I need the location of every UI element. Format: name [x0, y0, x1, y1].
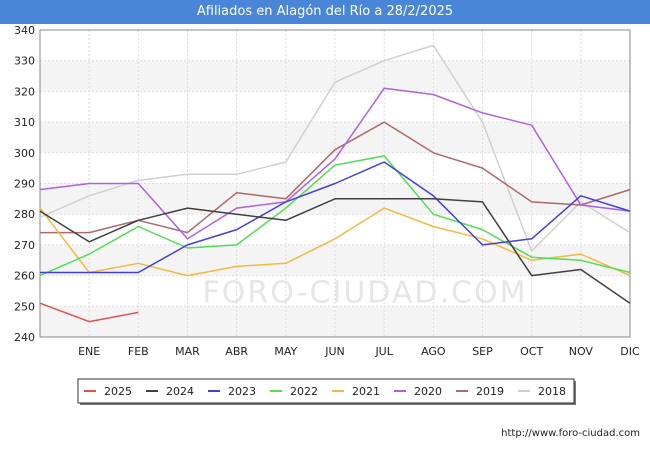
x-tick-label: AGO — [421, 345, 446, 358]
chart-title: Afiliados en Alagón del Río a 28/2/2025 — [0, 0, 650, 24]
legend-label-2023: 2023 — [228, 385, 256, 398]
legend-box — [77, 378, 575, 404]
series-line-2022 — [39, 155, 631, 277]
legend-label-2022: 2022 — [290, 385, 318, 398]
x-tick-label: NOV — [569, 345, 594, 358]
y-tick-label: 300 — [14, 147, 35, 160]
legend-label-2019: 2019 — [476, 385, 504, 398]
x-tick-label: DIC — [620, 345, 640, 358]
axes — [39, 29, 631, 338]
y-axis-tick-labels: 240 250 260 270 280 290 300 310 320 330 340 — [14, 24, 35, 344]
legend-label-2024: 2024 — [166, 385, 194, 398]
x-tick-label: ABR — [225, 345, 248, 358]
series-line-2023 — [40, 161, 631, 274]
series-line-2024 — [39, 198, 631, 304]
x-tick-label: SEP — [472, 345, 493, 358]
watermark-text: FORO-CIUDAD.COM — [203, 275, 528, 310]
y-tick-label: 270 — [14, 239, 35, 252]
series-line-2025 — [39, 302, 139, 323]
x-tick-label: MAR — [175, 345, 200, 358]
series-line-2018 — [39, 44, 631, 252]
series-line-2020 — [39, 87, 631, 240]
x-tick-label: OCT — [520, 345, 543, 358]
x-tick-label: JUN — [324, 345, 345, 358]
legend-label-2021: 2021 — [352, 385, 380, 398]
x-tick-label: JUL — [374, 345, 393, 358]
y-tick-label: 340 — [14, 24, 35, 37]
legend: 2025 2024 2023 2022 2021 2020 2019 2018 — [77, 378, 576, 405]
legend-label-2025: 2025 — [104, 385, 132, 398]
x-tick-label: FEB — [128, 345, 149, 358]
plot-frame — [39, 29, 631, 338]
series-line-2021 — [39, 207, 631, 277]
y-tick-label: 290 — [14, 178, 35, 191]
series-lines — [39, 44, 631, 323]
legend-label-2020: 2020 — [414, 385, 442, 398]
x-tick-label: MAY — [274, 345, 297, 358]
legend-label-2018: 2018 — [538, 385, 566, 398]
y-tick-label: 320 — [14, 85, 35, 98]
y-tick-label: 310 — [14, 116, 35, 129]
y-tick-label: 240 — [14, 331, 35, 344]
x-axis-tick-labels: ENE FEB MAR ABR MAY JUN JUL AGO SEP OCT NOV DIC — [78, 345, 640, 358]
source-credit: http://www.foro-ciudad.com — [501, 428, 640, 439]
y-tick-label: 250 — [14, 300, 35, 313]
y-tick-label: 260 — [14, 270, 35, 283]
x-tick-label: ENE — [78, 345, 100, 358]
y-tick-label: 280 — [14, 208, 35, 221]
y-tick-label: 330 — [14, 55, 35, 68]
